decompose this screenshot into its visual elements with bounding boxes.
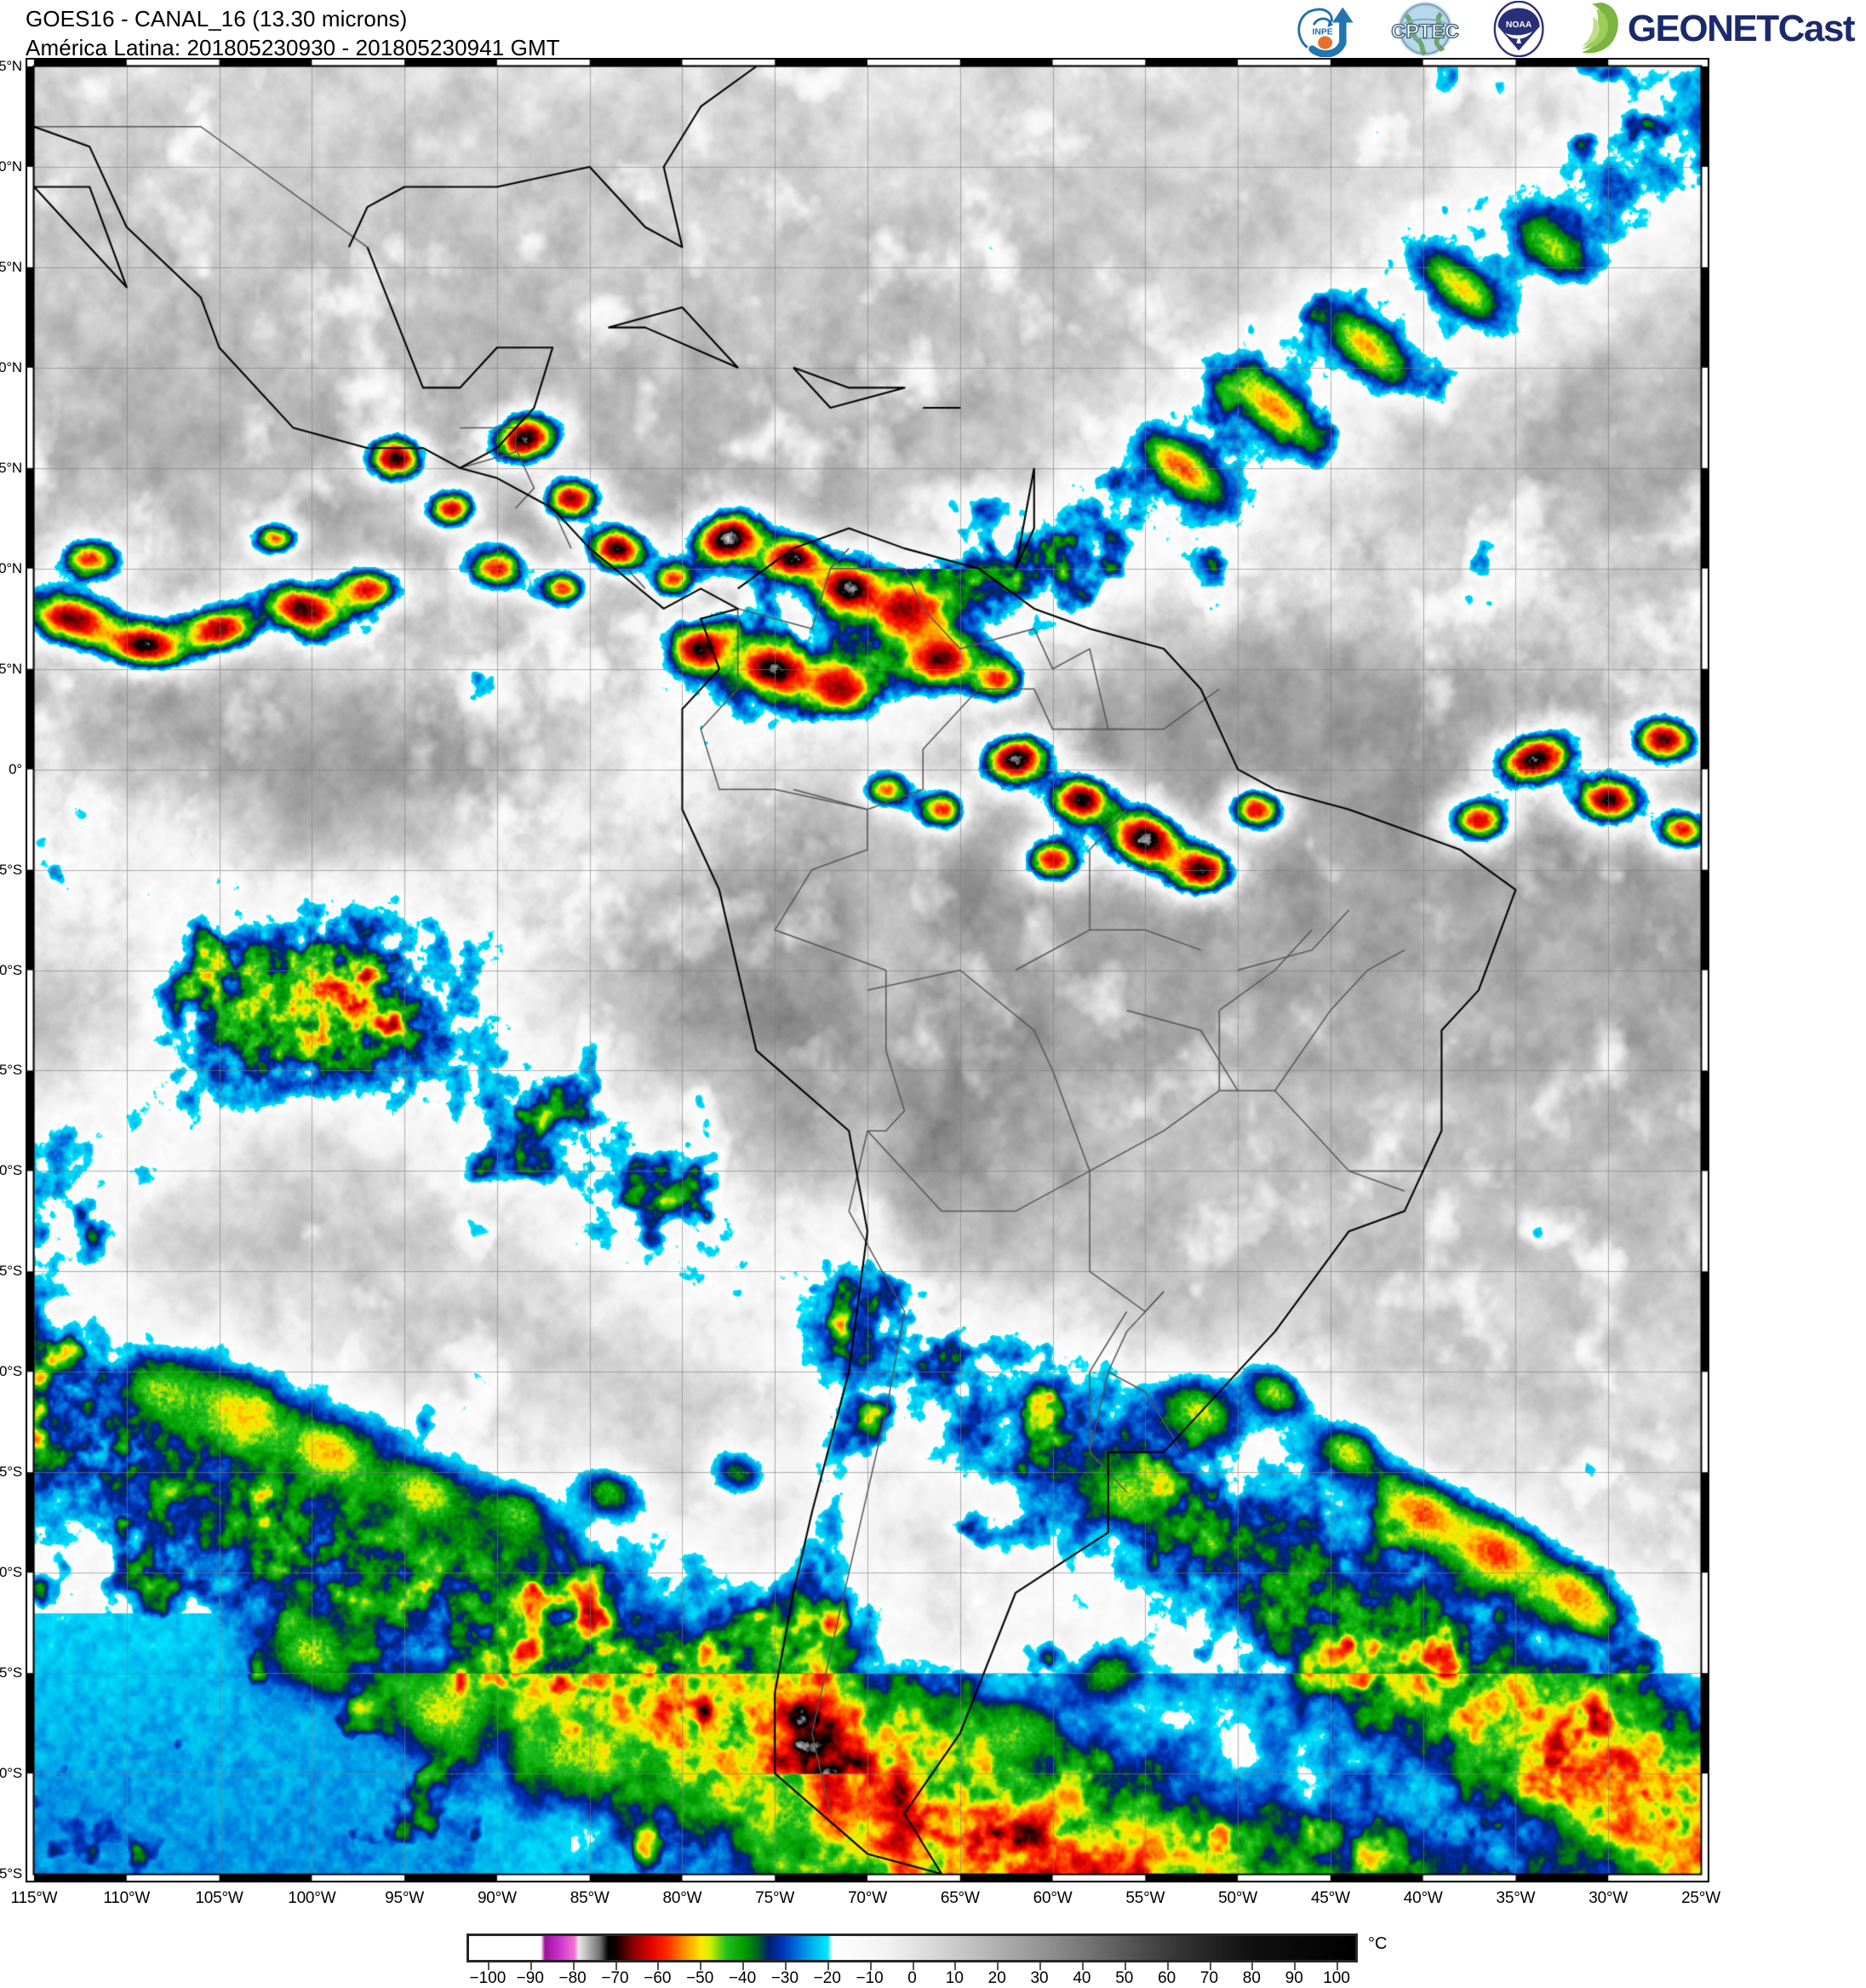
lon-tick-label: 105°W — [195, 1889, 243, 1907]
lat-tick-label: 35°S — [0, 1464, 22, 1481]
colorbar-tick — [742, 1962, 745, 1970]
colorbar-tick — [487, 1962, 489, 1970]
colorbar-tick — [1294, 1962, 1296, 1970]
lon-tick-label: 65°W — [940, 1889, 980, 1907]
colorbar-tick-label: 100 — [1323, 1969, 1350, 1987]
geonetcast-logo: GEONETCast — [1572, 1, 1856, 57]
colorbar-tick — [700, 1962, 702, 1970]
colorbar-tick — [1166, 1962, 1169, 1970]
lon-tick-label: 110°W — [103, 1889, 151, 1907]
satellite-map[interactable] — [26, 58, 1709, 1882]
colorbar-tick — [1039, 1962, 1042, 1970]
lon-tick-label: 85°W — [570, 1889, 610, 1907]
noaa-logo: NOAA — [1493, 1, 1544, 57]
colorbar-tick — [1124, 1962, 1126, 1970]
title-block: GOES16 - CANAL_16 (13.30 microns) Améric… — [26, 5, 560, 63]
colorbar-tick — [615, 1962, 617, 1970]
colorbar-tick — [954, 1962, 957, 1970]
lat-tick-label: 25°S — [0, 1263, 22, 1280]
colorbar-tick — [784, 1962, 787, 1970]
lon-tick-label: 95°W — [385, 1889, 425, 1907]
svg-text:NOAA: NOAA — [1506, 20, 1532, 30]
lon-tick-label: 90°W — [477, 1889, 517, 1907]
colorbar-tick — [1337, 1962, 1339, 1970]
colorbar-tick — [529, 1962, 532, 1970]
lon-tick-label: 55°W — [1125, 1889, 1165, 1907]
lon-tick-label: 75°W — [755, 1889, 795, 1907]
lon-tick-label: 60°W — [1033, 1889, 1073, 1907]
geonetcast-leaf-icon — [1582, 2, 1619, 54]
cptec-logo: CPTEC — [1390, 1, 1460, 57]
satellite-image-canvas[interactable] — [26, 58, 1709, 1882]
lon-tick-label: 50°W — [1218, 1889, 1258, 1907]
colorbar-gradient — [466, 1934, 1358, 1962]
lat-tick-label: 35°N — [0, 58, 22, 74]
lat-tick-label: 55°S — [0, 1865, 22, 1882]
colorbar-tick — [1081, 1962, 1084, 1970]
svg-text:INPE: INPE — [1312, 28, 1332, 37]
colorbar — [466, 1934, 1358, 1962]
colorbar-tick — [1209, 1962, 1211, 1970]
lat-tick-label: 15°N — [0, 459, 22, 476]
lat-tick-label: 0° — [9, 760, 22, 777]
product-title: GOES16 - CANAL_16 (13.30 microns) — [26, 6, 408, 32]
logo-strip: INPE CPTEC NOAA GEONETCast — [1291, 0, 1856, 58]
colorbar-tick — [1251, 1962, 1254, 1970]
lon-tick-label: 70°W — [848, 1889, 887, 1907]
lat-tick-label: 10°N — [0, 559, 22, 576]
svg-text:CPTEC: CPTEC — [1391, 20, 1459, 42]
lat-tick-label: 30°S — [0, 1363, 22, 1380]
lat-tick-label: 45°S — [0, 1664, 22, 1681]
lat-tick-label: 40°S — [0, 1564, 22, 1581]
colorbar-tick — [997, 1962, 999, 1970]
lon-tick-label: 80°W — [662, 1889, 702, 1907]
colorbar-tick — [657, 1962, 660, 1970]
lat-tick-label: 5°N — [0, 660, 22, 677]
colorbar-tick — [827, 1962, 829, 1970]
lon-tick-label: 40°W — [1403, 1889, 1443, 1907]
lat-tick-label: 20°S — [0, 1162, 22, 1179]
lon-tick-label: 30°W — [1588, 1889, 1628, 1907]
lon-tick-label: 45°W — [1310, 1889, 1350, 1907]
colorbar-tick — [572, 1962, 575, 1970]
product-subtitle: América Latina: 201805230930 - 201805230… — [26, 34, 560, 60]
lat-tick-label: 30°N — [0, 158, 22, 175]
header-bar: GOES16 - CANAL_16 (13.30 microns) Améric… — [0, 0, 1866, 60]
colorbar-tick-label: 0 — [907, 1969, 917, 1987]
lat-tick-label: 20°N — [0, 358, 22, 375]
lon-tick-label: 25°W — [1681, 1889, 1720, 1907]
lon-tick-label: 35°W — [1496, 1889, 1536, 1907]
colorbar-tick — [869, 1962, 872, 1970]
lat-tick-label: 15°S — [0, 1062, 22, 1079]
colorbar-unit-label: °C — [1368, 1934, 1388, 1953]
geonetcast-wordmark: GEONETCast — [1627, 8, 1856, 49]
lat-tick-label: 50°S — [0, 1765, 22, 1782]
lat-tick-label: 25°N — [0, 258, 22, 275]
lat-tick-label: 5°S — [0, 861, 22, 878]
inpe-logo: INPE — [1296, 7, 1354, 57]
lon-tick-label: 115°W — [10, 1889, 58, 1907]
colorbar-tick — [912, 1962, 914, 1970]
lat-tick-label: 10°S — [0, 961, 22, 978]
lon-tick-label: 100°W — [288, 1889, 336, 1907]
